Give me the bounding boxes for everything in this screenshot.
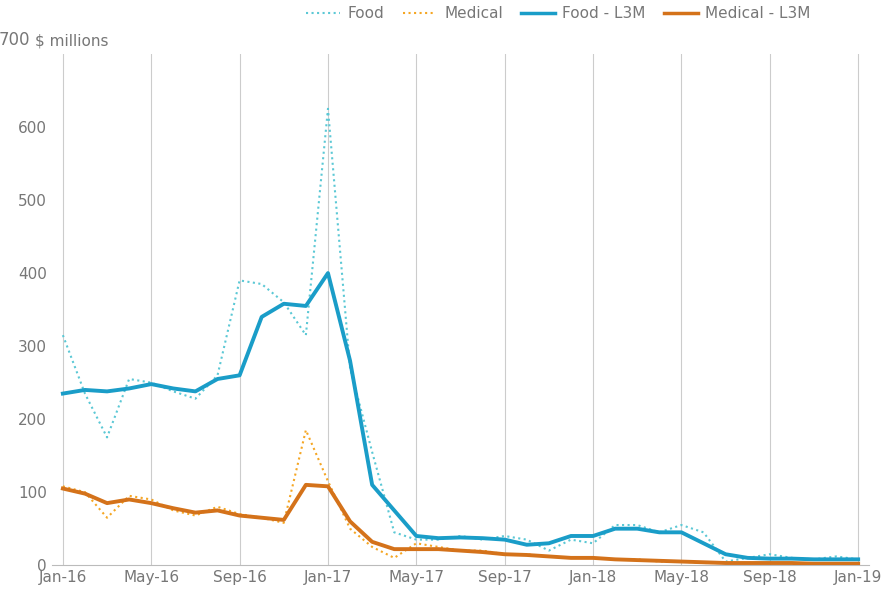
Legend: Food, Medical, Food - L3M, Medical - L3M: Food, Medical, Food - L3M, Medical - L3M [300, 1, 817, 27]
Text: $ millions: $ millions [36, 34, 109, 49]
Text: 700: 700 [0, 31, 30, 49]
